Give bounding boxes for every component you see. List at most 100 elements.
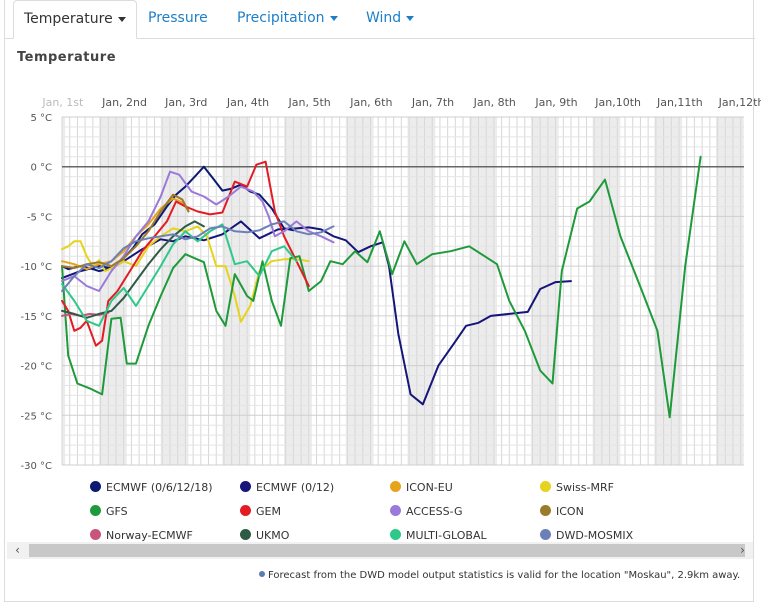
legend-item[interactable]: GFS — [90, 504, 128, 520]
y-tick-label: 5 °C — [30, 113, 52, 124]
tab-wind-label: Wind — [366, 10, 402, 26]
legend-marker-icon — [240, 481, 251, 492]
y-tick-label: -25 °C — [21, 411, 53, 422]
scroll-right-button[interactable]: › — [740, 543, 745, 557]
series-line-dwd-mosmix[interactable] — [61, 220, 335, 292]
legend-marker-icon — [90, 481, 101, 492]
legend-item[interactable]: UKMO — [240, 528, 289, 544]
legend-label: ICON — [556, 505, 584, 518]
legend-label: GFS — [106, 505, 128, 518]
scroll-thumb[interactable] — [29, 544, 745, 557]
x-axis-labels: Jan, 1st Jan, 2nd Jan, 3rd Jan, 4th Jan, 5th… — [41, 96, 761, 109]
legend-item[interactable]: Norway-ECMWF — [90, 528, 193, 544]
legend-item[interactable]: ICON-EU — [390, 480, 453, 496]
x-tick-label: Jan, 1st — [41, 96, 84, 109]
series-line-access-g[interactable] — [61, 170, 335, 292]
series-line-gfs[interactable] — [61, 155, 702, 419]
x-tick-label: Jan, 8th — [473, 96, 516, 109]
plot-background — [61, 116, 744, 466]
section-title: Temperature — [17, 50, 117, 65]
legend-marker-icon — [90, 505, 101, 516]
tab-wind[interactable]: Wind — [356, 0, 424, 38]
legend-item[interactable]: ACCESS-G — [390, 504, 463, 520]
horizontal-grid — [62, 116, 744, 466]
tab-temperature[interactable]: Temperature — [13, 0, 137, 39]
tab-precipitation-label: Precipitation — [237, 10, 325, 26]
legend-label: ECMWF (0/6/12/18) — [106, 481, 213, 494]
series-line-norway-ecmwf[interactable] — [61, 311, 110, 317]
vertical-grid — [61, 117, 742, 465]
legend-marker-icon — [540, 481, 551, 492]
tab-temperature-label: Temperature — [24, 11, 113, 27]
chart-panel — [4, 0, 754, 602]
legend-marker-icon — [540, 505, 551, 516]
tab-bar: Temperature Pressure Precipitation Wind — [5, 0, 755, 39]
legend-label: ICON-EU — [406, 481, 453, 494]
y-tick-label: -10 °C — [21, 262, 53, 273]
legend-label: ECMWF (0/12) — [256, 481, 335, 494]
y-tick-label: -30 °C — [21, 461, 53, 472]
legend-label: MULTI-GLOBAL — [406, 529, 487, 542]
night-band — [222, 117, 251, 465]
legend-item[interactable]: DWD-MOSMIX — [540, 528, 633, 544]
night-band — [716, 117, 744, 465]
legend-marker-icon — [540, 529, 551, 540]
legend-marker-icon — [390, 481, 401, 492]
x-tick-label: Jan,12th — [718, 96, 761, 109]
series-line-gem[interactable] — [61, 160, 310, 347]
chevron-down-icon — [329, 15, 338, 21]
chevron-down-icon — [406, 15, 415, 21]
y-tick-label: 0 °C — [30, 163, 52, 174]
temperature-chart: 5 °C 0 °C -5 °C -10 °C -15 °C -20 °C -25 °C -30… — [21, 96, 761, 472]
tab-pressure-label: Pressure — [148, 10, 208, 26]
legend-item[interactable]: ECMWF (0/6/12/18) — [90, 480, 213, 496]
legend-marker-icon — [240, 505, 251, 516]
y-tick-label: -5 °C — [27, 212, 52, 223]
footnote-text: Forecast from the DWD model output stati… — [268, 570, 741, 581]
legend-label: Norway-ECMWF — [106, 529, 193, 542]
y-axis-labels: 5 °C 0 °C -5 °C -10 °C -15 °C -20 °C -25 °C -30… — [21, 113, 53, 472]
x-tick-label: Jan, 6th — [349, 96, 392, 109]
bullet-icon — [259, 571, 265, 577]
x-tick-label: Jan, 7th — [411, 96, 454, 109]
x-tick-label: Jan,10th — [594, 96, 641, 109]
legend-marker-icon — [240, 529, 251, 540]
legend-item[interactable]: ECMWF (0/12) — [240, 480, 334, 496]
legend-item[interactable]: Swiss-MRF — [540, 480, 614, 496]
series-line-swiss-mrf[interactable] — [61, 225, 310, 323]
night-band — [530, 117, 559, 465]
legend-label: UKMO — [256, 529, 290, 542]
series-line-ukmo[interactable] — [61, 220, 205, 319]
night-bands — [62, 117, 744, 465]
x-tick-label: Jan, 5th — [288, 96, 331, 109]
horizontal-scrollbar[interactable]: ‹ › — [7, 542, 753, 559]
night-band — [99, 117, 127, 465]
legend-item[interactable]: MULTI-GLOBAL — [390, 528, 487, 544]
x-tick-label: Jan, 2nd — [101, 96, 147, 109]
night-band — [592, 117, 621, 465]
tab-pressure[interactable]: Pressure — [138, 0, 218, 38]
legend-marker-icon — [90, 529, 101, 540]
legend-label: Swiss-MRF — [556, 481, 614, 494]
legend-marker-icon — [390, 529, 401, 540]
x-tick-label: Jan, 4th — [226, 96, 269, 109]
series-lines — [61, 155, 702, 419]
series-line-ecmwf-0-12[interactable] — [61, 220, 572, 406]
legend-item[interactable]: GEM — [240, 504, 281, 520]
legend-label: ACCESS-G — [406, 505, 463, 518]
y-tick-label: -15 °C — [21, 312, 53, 323]
series-line-ecmwf-0-6-12-18[interactable] — [61, 165, 295, 273]
night-band — [160, 117, 189, 465]
night-band — [284, 117, 312, 465]
x-tick-label: Jan, 9th — [534, 96, 577, 109]
scroll-left-button[interactable]: ‹ — [15, 543, 20, 557]
tab-precipitation[interactable]: Precipitation — [227, 0, 348, 38]
y-tick-label: -20 °C — [21, 362, 53, 373]
night-band — [469, 117, 497, 465]
legend-item[interactable]: ICON — [540, 504, 584, 520]
legend-label: GEM — [256, 505, 281, 518]
x-tick-label: Jan, 3rd — [164, 96, 207, 109]
night-band — [345, 117, 374, 465]
night-band — [407, 117, 436, 465]
x-tick-label: Jan,11th — [656, 96, 703, 109]
